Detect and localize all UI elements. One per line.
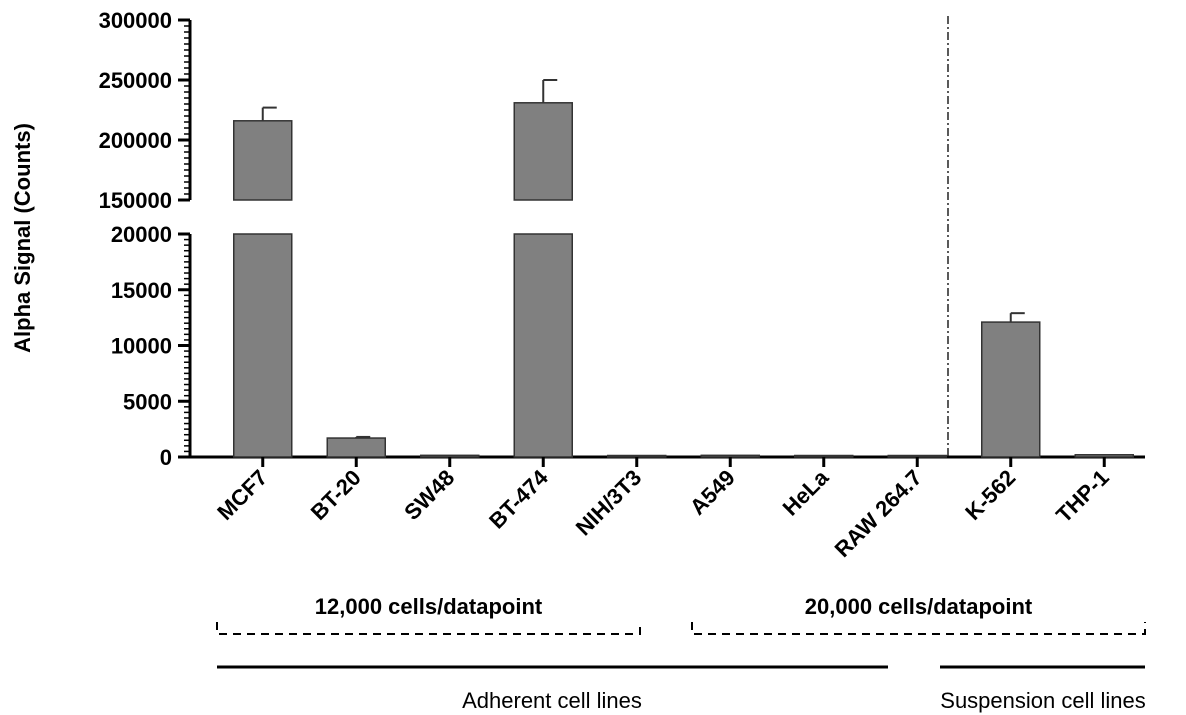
bar-mcf7-lower (233, 233, 293, 458)
x-tick-label: RAW 264.7 (830, 465, 927, 562)
y-tick-label: 250000 (99, 68, 172, 93)
cell-type-label: Suspension cell lines (940, 688, 1145, 713)
cell-type-label: Adherent cell lines (462, 688, 642, 713)
density-bracket (216, 622, 641, 635)
bar-raw-264-7 (887, 454, 947, 458)
x-tick-label: A549 (685, 465, 740, 520)
x-tick-label: HeLa (778, 464, 834, 520)
y-axis-title: Alpha Signal (Counts) (10, 123, 35, 353)
density-bracket (691, 622, 1146, 635)
bar-mcf7-upper (233, 120, 293, 201)
density-group-label: 20,000 cells/datapoint (805, 594, 1033, 619)
bar-hela (794, 454, 854, 458)
y-tick-label: 300000 (99, 8, 172, 33)
y-tick-label: 0 (160, 445, 172, 470)
x-tick-label: K-562 (960, 465, 1020, 525)
x-tick-label: NIH/3T3 (571, 465, 647, 541)
x-tick-label: MCF7 (212, 465, 272, 525)
x-tick-label: BT-20 (306, 465, 366, 525)
y-tick-label: 150000 (99, 188, 172, 213)
x-tick-label: SW48 (399, 465, 459, 525)
density-group-label: 12,000 cells/datapoint (315, 594, 543, 619)
bar-bt-474-lower (513, 233, 573, 458)
bar-bt-20 (326, 437, 386, 458)
x-tick-label: BT-474 (484, 464, 553, 533)
y-tick-label: 200000 (99, 128, 172, 153)
y-tick-label: 15000 (111, 278, 172, 303)
bar-k-562 (981, 321, 1041, 458)
bar-bt-474-upper (513, 102, 573, 201)
bar-sw48 (420, 454, 480, 458)
x-tick-label: THP-1 (1051, 465, 1114, 528)
y-tick-label: 10000 (111, 334, 172, 359)
bar-nih-3t3 (607, 454, 667, 458)
y-tick-label: 20000 (111, 222, 172, 247)
y-tick-label: 5000 (123, 389, 172, 414)
bar-thp-1 (1074, 454, 1134, 458)
bar-a549 (700, 454, 760, 458)
